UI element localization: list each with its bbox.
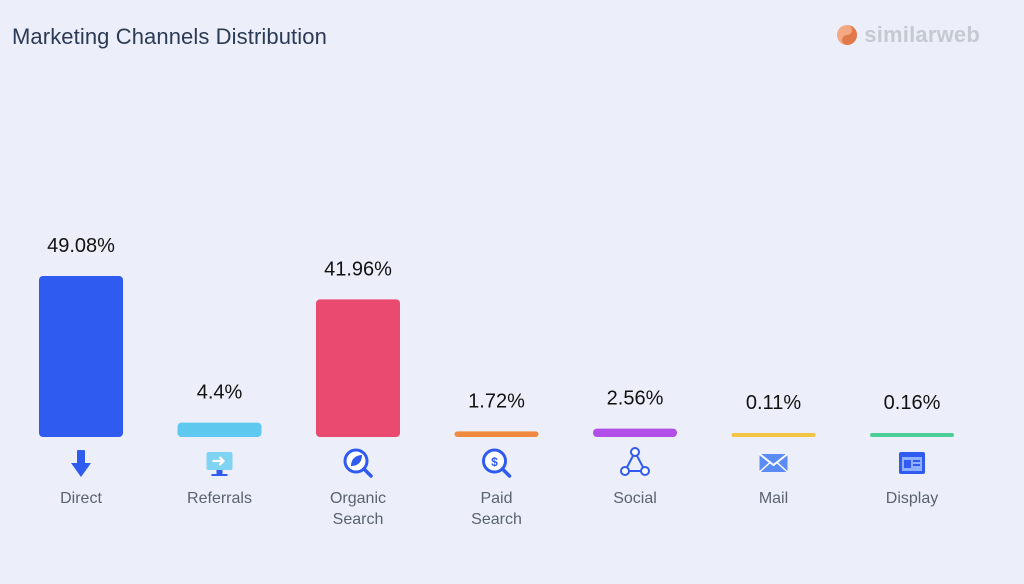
referrals-monitor-icon — [206, 452, 233, 476]
category-label: Referrals — [187, 490, 252, 507]
bar-value-label: 1.72% — [468, 390, 525, 412]
category-label: Display — [886, 490, 938, 507]
display-window-icon — [899, 452, 925, 474]
svg-text:$: $ — [491, 455, 498, 469]
bar-value-label: 49.08% — [47, 235, 115, 257]
category-label: Organic — [330, 490, 386, 507]
paid-search-icon: $ — [482, 448, 512, 478]
bar-3 — [454, 431, 539, 437]
bar-4 — [593, 428, 677, 437]
bar-value-label: 2.56% — [607, 388, 664, 410]
bar-value-label: 4.4% — [197, 382, 243, 404]
bar-value-label: 0.11% — [746, 392, 801, 414]
brand-name: similarweb — [864, 22, 980, 47]
bar-value-label: 41.96% — [324, 258, 392, 280]
brand-logo: similarweb — [836, 22, 980, 48]
direct-arrow-icon — [71, 450, 91, 477]
bar-5 — [731, 433, 816, 437]
bar-2 — [316, 299, 400, 437]
page-title: Marketing Channels Distribution — [12, 24, 327, 49]
category-label: Paid — [480, 490, 512, 507]
bar-value-label: 0.16% — [884, 392, 941, 414]
bar-6 — [870, 433, 954, 437]
mail-envelope-icon — [758, 453, 789, 473]
bar-0 — [39, 276, 123, 437]
category-label: Direct — [60, 490, 102, 507]
bar-1 — [177, 422, 262, 437]
category-label: Mail — [759, 490, 788, 507]
category-label: Search — [333, 511, 384, 528]
organic-search-icon — [343, 448, 373, 478]
category-label: Search — [471, 511, 522, 528]
social-share-icon — [620, 447, 650, 476]
similarweb-logo-icon — [837, 25, 858, 45]
category-label: Social — [613, 490, 657, 507]
